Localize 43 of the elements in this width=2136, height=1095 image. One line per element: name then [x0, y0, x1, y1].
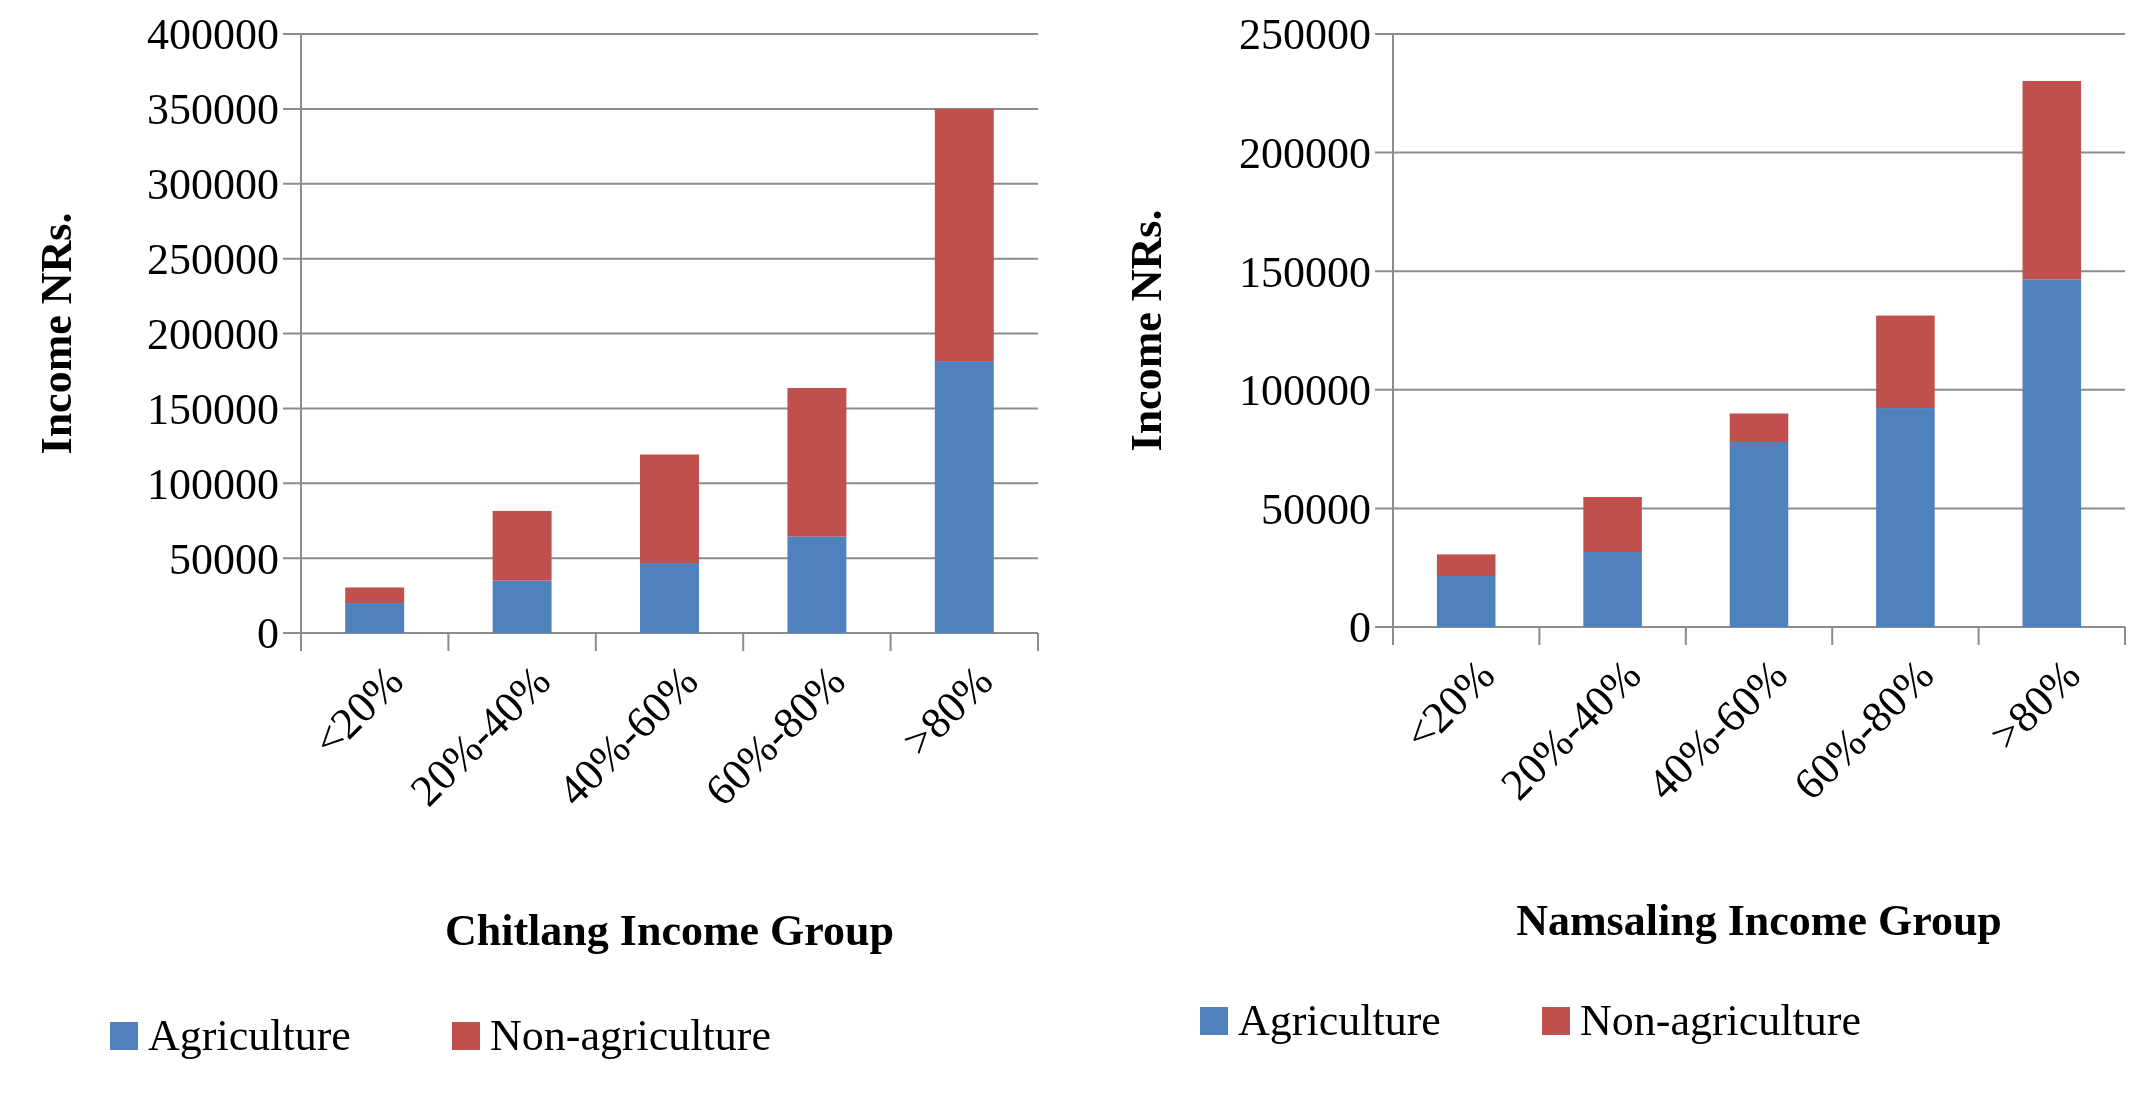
y-tick-label: 150000	[1239, 247, 1371, 297]
bar	[345, 603, 405, 633]
y-tick-label: 0	[1349, 603, 1371, 653]
y-axis-title: Income NRs.	[1121, 209, 1171, 452]
x-axis-title: Namsaling Income Group	[1516, 896, 2002, 945]
y-tick-label: 200000	[147, 309, 279, 359]
y-tick-label: 250000	[1239, 10, 1371, 60]
bar	[1436, 554, 1496, 576]
legend-label: Agriculture	[148, 1011, 351, 1060]
bar	[1436, 576, 1496, 627]
y-axis-title: Income NRs.	[31, 212, 81, 455]
bar	[787, 388, 847, 537]
bar	[2022, 80, 2082, 280]
bar	[640, 454, 699, 564]
bar	[640, 563, 699, 633]
y-tick-label: 0	[257, 609, 279, 659]
y-tick-label: 150000	[147, 384, 279, 434]
y-tick-label: 350000	[147, 85, 279, 135]
y-tick-label: 100000	[147, 459, 279, 509]
bar	[1583, 552, 1642, 627]
y-tick-label: 300000	[147, 160, 279, 210]
legend-label: Agriculture	[1238, 996, 1441, 1045]
bar	[1729, 413, 1789, 442]
x-axis-title: Chitlang Income Group	[444, 906, 895, 955]
legend-label: Non-agriculture	[1580, 996, 1861, 1045]
bar	[492, 580, 552, 633]
y-tick-label: 100000	[1239, 366, 1371, 416]
bar	[2022, 279, 2082, 627]
bar	[1876, 408, 1935, 627]
y-tick-label: 50000	[169, 534, 279, 584]
y-tick-label: 50000	[1261, 484, 1371, 534]
bar	[1876, 315, 1935, 409]
y-tick-label: 250000	[147, 235, 279, 285]
bar	[492, 510, 552, 581]
bar	[787, 536, 847, 633]
bar	[345, 587, 405, 604]
bar	[934, 361, 994, 633]
bar	[1729, 441, 1789, 627]
bar	[1583, 497, 1642, 553]
legend-label: Non-agriculture	[490, 1011, 771, 1060]
y-tick-label: 400000	[147, 10, 279, 60]
y-tick-label: 200000	[1239, 129, 1371, 178]
bar	[934, 108, 994, 362]
